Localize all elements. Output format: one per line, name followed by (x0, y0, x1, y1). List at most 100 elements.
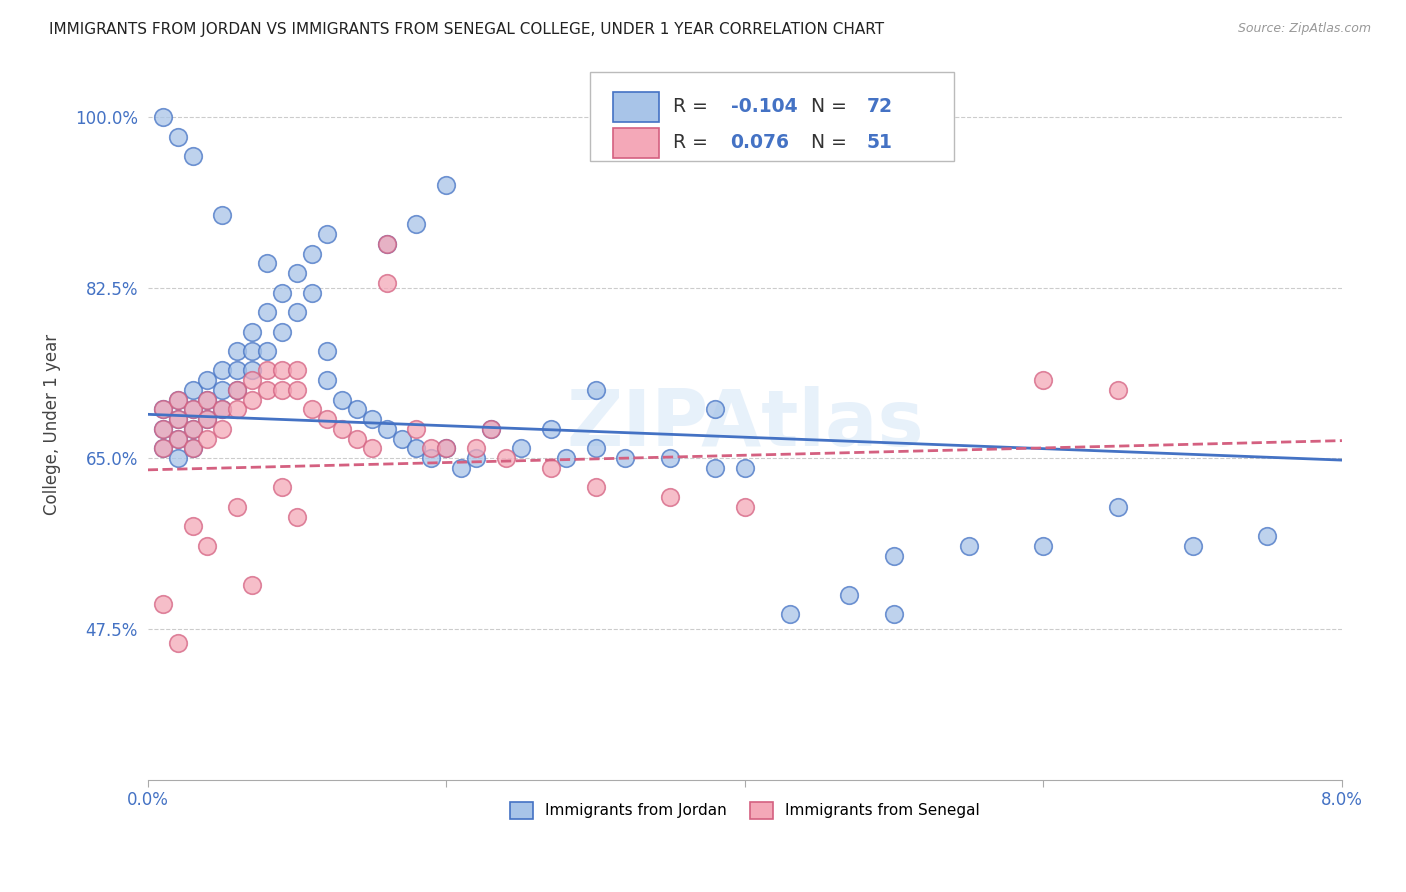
Text: N =: N = (799, 97, 852, 116)
Point (957, 539, 980, 553)
Point (197, 373, 219, 387)
Point (226, 383, 249, 397)
Point (181, 519, 204, 533)
Point (166, 392, 188, 407)
Text: R =: R = (673, 97, 714, 116)
Point (315, 344, 337, 359)
Point (181, 402, 204, 417)
Point (375, 236, 398, 251)
Point (166, 432, 188, 446)
Point (346, 432, 368, 446)
Point (181, 442, 204, 456)
Point (346, 402, 368, 417)
Text: ZIPAtlas: ZIPAtlas (567, 386, 924, 462)
Point (301, 285, 323, 300)
Point (883, 549, 905, 563)
Point (1181, 539, 1204, 553)
Point (734, 461, 756, 475)
Point (360, 442, 382, 456)
Point (285, 383, 308, 397)
Point (240, 344, 263, 359)
Text: IMMIGRANTS FROM JORDAN VS IMMIGRANTS FROM SENEGAL COLLEGE, UNDER 1 YEAR CORRELAT: IMMIGRANTS FROM JORDAN VS IMMIGRANTS FRO… (49, 22, 884, 37)
Point (285, 363, 308, 377)
Point (256, 344, 278, 359)
Point (434, 178, 457, 193)
Point (330, 392, 353, 407)
Point (285, 266, 308, 280)
Point (330, 422, 353, 436)
Point (375, 236, 398, 251)
Point (271, 285, 294, 300)
Point (256, 383, 278, 397)
Text: 72: 72 (866, 97, 893, 116)
Legend: Immigrants from Jordan, Immigrants from Senegal: Immigrants from Jordan, Immigrants from … (503, 796, 986, 825)
Point (375, 276, 398, 290)
Point (152, 110, 174, 124)
Point (240, 392, 263, 407)
Point (152, 422, 174, 436)
Point (226, 344, 249, 359)
Point (152, 402, 174, 417)
Y-axis label: College, Under 1 year: College, Under 1 year (44, 334, 60, 515)
Point (509, 442, 531, 456)
Point (226, 383, 249, 397)
Point (211, 402, 233, 417)
Point (479, 422, 502, 436)
Point (166, 412, 188, 426)
Point (181, 402, 204, 417)
Point (197, 392, 219, 407)
Point (585, 383, 607, 397)
Point (226, 500, 249, 514)
Point (256, 305, 278, 319)
FancyBboxPatch shape (613, 128, 659, 158)
Point (181, 422, 204, 436)
Point (315, 373, 337, 387)
Text: 0.076: 0.076 (731, 133, 790, 153)
Point (197, 392, 219, 407)
Point (181, 149, 204, 163)
Point (1107, 383, 1129, 397)
Point (197, 539, 219, 553)
Point (226, 402, 249, 417)
Text: 51: 51 (866, 133, 893, 153)
Point (166, 451, 188, 466)
Point (211, 422, 233, 436)
Text: N =: N = (799, 133, 852, 153)
Point (554, 451, 576, 466)
Text: R =: R = (673, 133, 720, 153)
Point (152, 442, 174, 456)
Point (391, 432, 413, 446)
Point (211, 363, 233, 377)
Point (211, 383, 233, 397)
Point (1032, 373, 1054, 387)
Point (181, 442, 204, 456)
Point (495, 451, 517, 466)
Point (405, 442, 427, 456)
Point (166, 432, 188, 446)
Point (479, 422, 502, 436)
Point (240, 363, 263, 377)
Text: -0.104: -0.104 (731, 97, 797, 116)
Point (181, 383, 204, 397)
Point (152, 422, 174, 436)
Point (465, 451, 488, 466)
Point (360, 412, 382, 426)
Point (450, 461, 472, 475)
Point (434, 442, 457, 456)
Point (285, 305, 308, 319)
Point (420, 451, 443, 466)
Point (256, 256, 278, 270)
Point (614, 451, 637, 466)
Point (704, 461, 727, 475)
Point (166, 129, 188, 144)
Point (405, 218, 427, 232)
Point (375, 422, 398, 436)
Point (883, 607, 905, 621)
Text: Source: ZipAtlas.com: Source: ZipAtlas.com (1237, 22, 1371, 36)
Point (1256, 529, 1278, 543)
Point (585, 480, 607, 494)
Point (256, 363, 278, 377)
Point (659, 490, 682, 504)
Point (271, 325, 294, 339)
Point (405, 422, 427, 436)
